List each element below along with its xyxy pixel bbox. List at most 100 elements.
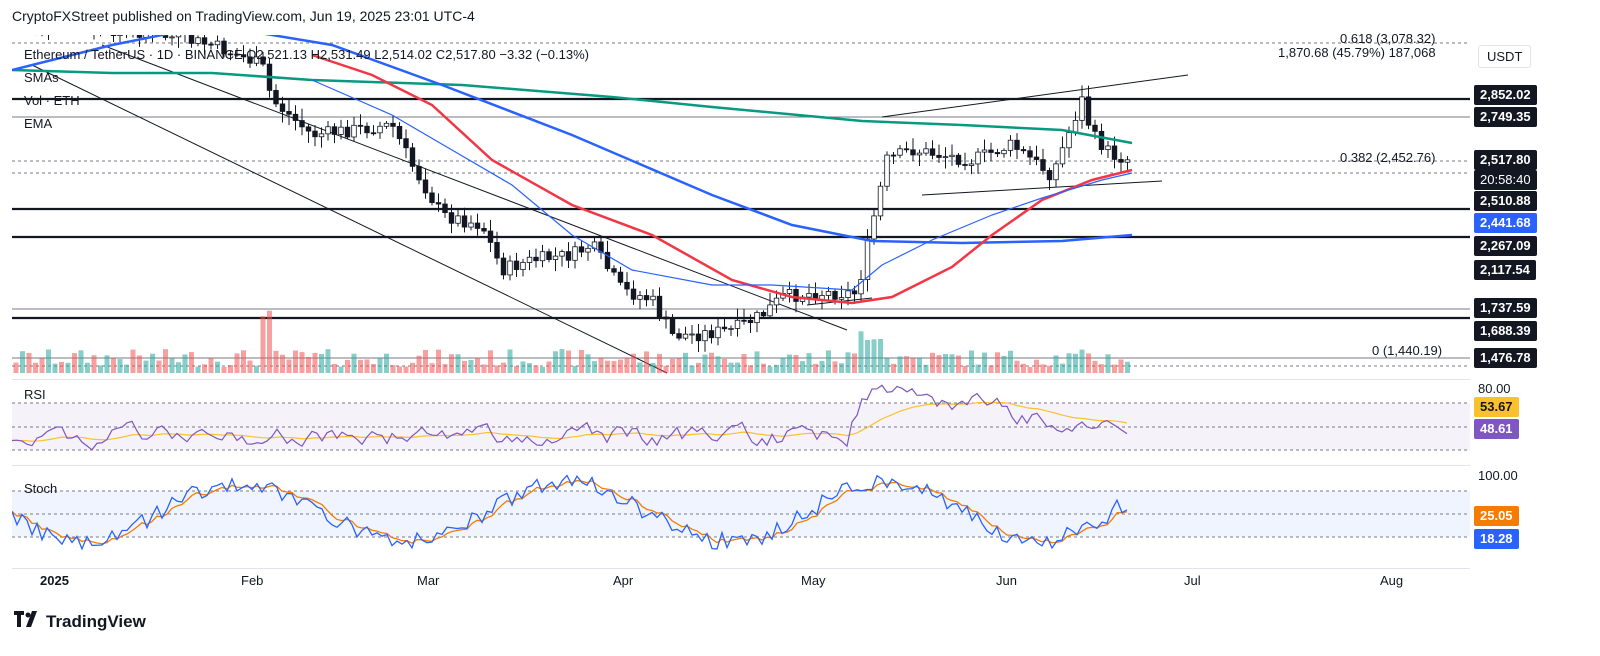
- tradingview-logo[interactable]: TradingView: [14, 611, 146, 632]
- currency-selector-button[interactable]: USDT: [1478, 45, 1532, 68]
- indicator-volume[interactable]: Vol · ETH: [24, 93, 80, 108]
- volume-bar: [956, 355, 961, 373]
- volume-bar: [1060, 363, 1065, 373]
- candle-body: [747, 319, 754, 324]
- trend-line: [101, 44, 848, 331]
- pane-divider[interactable]: [12, 379, 1470, 380]
- candle-body: [1105, 145, 1111, 150]
- volume-bar: [715, 356, 721, 373]
- candle-body: [474, 222, 481, 229]
- volume-bar: [553, 351, 558, 373]
- volume-bar: [689, 365, 695, 373]
- volume-bar: [1027, 366, 1033, 373]
- fib-label-0382: 0.382 (2,452.76): [1340, 150, 1436, 165]
- volume-bar: [852, 353, 857, 373]
- candle-body: [656, 295, 663, 318]
- volume-bar: [917, 357, 922, 373]
- volume-bar: [722, 358, 727, 373]
- volume-bar: [208, 358, 214, 373]
- volume-bar: [111, 358, 116, 373]
- volume-bar: [345, 359, 350, 373]
- candle-body: [383, 122, 390, 127]
- tradingview-brand: TradingView: [46, 611, 146, 631]
- candle-body: [663, 316, 669, 320]
- rsi-pane[interactable]: [12, 381, 1470, 463]
- volume-bar: [299, 352, 305, 373]
- stoch-label[interactable]: Stoch: [24, 481, 58, 496]
- candle-body: [396, 125, 403, 140]
- price-tag: 2,510.88: [1474, 191, 1537, 211]
- time-axis[interactable]: 2025 Feb Mar Apr May Jun Jul Aug: [12, 568, 1470, 593]
- volume-bar: [273, 350, 279, 373]
- volume-bar: [449, 354, 454, 373]
- candle-body: [1046, 170, 1053, 181]
- candle-body: [936, 154, 942, 158]
- time-label: Jun: [996, 573, 1017, 588]
- volume-bar: [195, 366, 201, 373]
- price-tag: 1,476.78: [1474, 348, 1537, 368]
- candle-body: [728, 328, 734, 330]
- candle-body: [325, 126, 331, 135]
- candle-body: [435, 202, 442, 205]
- candle-body: [721, 326, 728, 330]
- volume-bar: [832, 361, 838, 373]
- pane-divider[interactable]: [12, 465, 1470, 466]
- symbol-legend[interactable]: Ethereum / TetherUS · 1D · BINANCE O2,52…: [24, 47, 589, 62]
- volume-bar: [306, 357, 311, 373]
- indicator-sma[interactable]: SMAs: [24, 70, 59, 85]
- candlesticks: [35, 35, 1131, 353]
- volume-bar: [403, 366, 409, 373]
- candle-body: [390, 122, 396, 127]
- volume-bar: [943, 354, 948, 373]
- candle-body: [175, 35, 182, 38]
- candle-body: [487, 230, 494, 243]
- symbol-title[interactable]: Ethereum / TetherUS · 1D · BINANCE: [24, 47, 243, 62]
- volume-bar: [72, 353, 77, 373]
- stoch-pane[interactable]: [12, 467, 1470, 567]
- candle-body: [338, 126, 344, 135]
- candle-body: [331, 126, 338, 135]
- price-axis[interactable]: 2,852.02 2,749.35 2,517.80 20:58:40 2,51…: [1470, 35, 1598, 585]
- candle-body: [552, 255, 559, 260]
- candle-body: [1092, 124, 1098, 132]
- volume-bar: [845, 352, 851, 373]
- candle-body: [734, 319, 741, 329]
- sma-blue-tag: 2,441.68: [1474, 213, 1537, 233]
- volume-bar: [33, 362, 38, 373]
- candle-body: [682, 333, 689, 339]
- candle-body: [838, 297, 845, 300]
- stoch-upper-level: 100.00: [1478, 468, 1518, 483]
- candle-body: [513, 260, 520, 270]
- volume-bar: [1047, 365, 1052, 373]
- volume-bar: [982, 352, 987, 373]
- volume-bar: [423, 349, 428, 373]
- candle-body: [273, 90, 279, 105]
- volume-bar: [969, 350, 974, 373]
- volume-bar: [364, 359, 370, 373]
- candle-body: [565, 251, 572, 261]
- rsi-label[interactable]: RSI: [24, 387, 46, 402]
- volume-bar: [988, 365, 994, 373]
- candle-body: [903, 148, 910, 151]
- candle-body: [1014, 139, 1020, 150]
- volume-bar: [494, 365, 500, 373]
- volume-bar: [657, 353, 662, 373]
- volume-bar: [98, 365, 103, 373]
- candle-body: [786, 289, 793, 294]
- volume-bar: [1014, 360, 1020, 373]
- price-chart-pane[interactable]: [12, 35, 1470, 378]
- candle-body: [741, 319, 747, 322]
- candle-body: [871, 215, 877, 240]
- candle-body: [877, 185, 884, 217]
- price-tag: 1,688.39: [1474, 321, 1537, 341]
- candle-body: [767, 304, 773, 317]
- volume-bar: [234, 353, 240, 373]
- indicator-ema[interactable]: EMA: [24, 116, 53, 131]
- volume-bar: [1053, 355, 1059, 373]
- volume-bar: [949, 354, 955, 373]
- volume-bar: [481, 364, 487, 373]
- volume-bar: [91, 355, 97, 373]
- fib-label-0: 0 (1,440.19): [1372, 343, 1443, 358]
- volume-bar: [189, 352, 194, 373]
- volume-bar: [670, 358, 675, 373]
